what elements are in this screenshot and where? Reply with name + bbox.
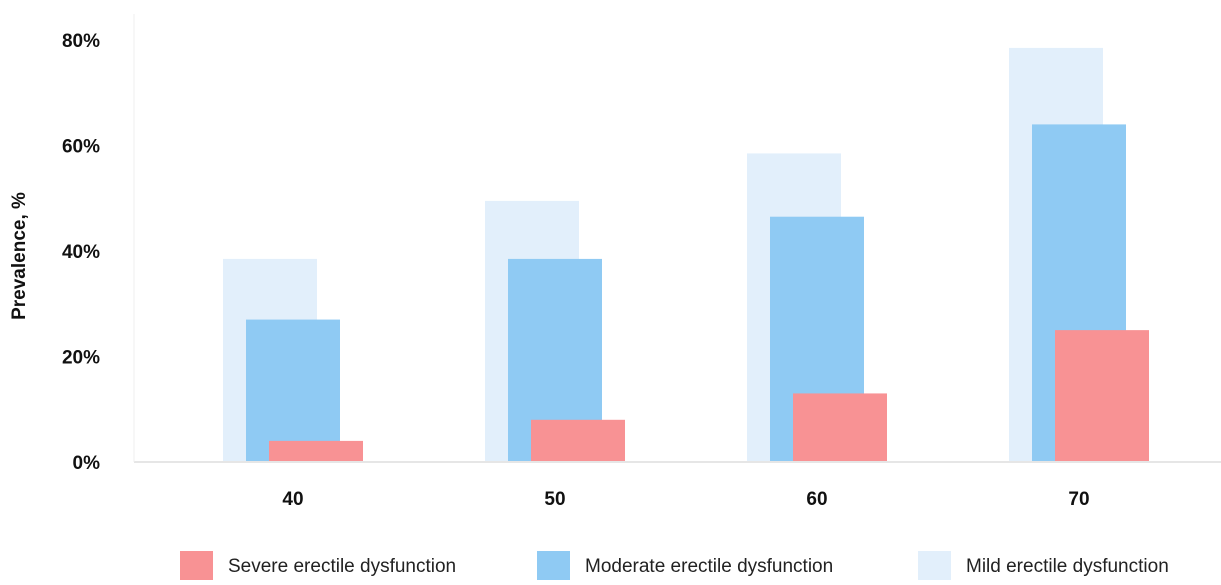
x-tick-label: 70: [1068, 489, 1089, 510]
legend-label: Mild erectile dysfunction: [966, 556, 1169, 577]
bars-layer: [223, 47, 1149, 463]
legend-label: Moderate erectile dysfunction: [585, 556, 833, 577]
x-tick-label: 40: [282, 489, 303, 510]
bar-moderate-40: [246, 319, 340, 462]
x-tick-label: 60: [806, 489, 827, 510]
y-tick-label: 20%: [62, 348, 100, 369]
legend-swatch: [537, 551, 570, 580]
bar-severe-40: [269, 440, 363, 462]
legend-label: Severe erectile dysfunction: [228, 556, 456, 577]
y-tick-label: 40%: [62, 242, 100, 263]
y-tick-label: 60%: [62, 137, 100, 158]
bar-severe-60: [793, 393, 887, 462]
bar-severe-70: [1055, 330, 1149, 462]
bar-severe-50: [531, 419, 625, 462]
x-axis-ticks: 40 50 60 70: [282, 489, 1089, 510]
legend-item: Severe erectile dysfunction: [180, 551, 456, 580]
x-tick-label: 50: [544, 489, 565, 510]
legend-item: Moderate erectile dysfunction: [537, 551, 833, 580]
y-tick-label: 80%: [62, 31, 100, 52]
legend-swatch: [180, 551, 213, 580]
legend: Severe erectile dysfunction Moderate erec…: [180, 551, 1169, 580]
legend-item: Mild erectile dysfunction: [918, 551, 1169, 580]
y-tick-label: 0%: [73, 453, 101, 474]
legend-swatch: [918, 551, 951, 580]
y-axis-ticks: 0% 20% 40% 60% 80%: [62, 31, 100, 474]
y-axis-title: Prevalence, %: [9, 192, 30, 320]
